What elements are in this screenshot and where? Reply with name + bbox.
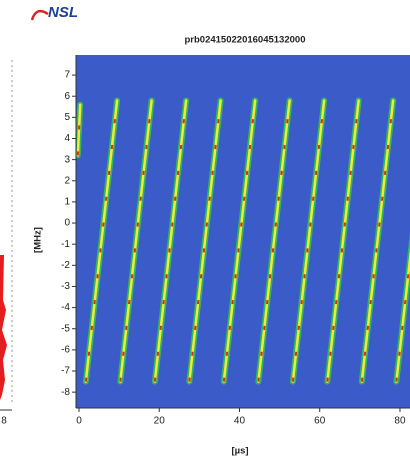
y-tick-label: 1	[64, 197, 70, 208]
y-tick-label: 2	[64, 175, 70, 186]
y-tick-label: -3	[61, 281, 70, 292]
chirp-peak	[257, 100, 291, 382]
logo-swoosh	[30, 9, 49, 21]
logo-text: NSL	[48, 4, 78, 21]
chirp-peak	[119, 100, 153, 382]
panel-trace	[0, 255, 7, 400]
chirp-core	[395, 247, 410, 383]
y-tick-label: 4	[64, 133, 70, 144]
x-tick-label: 80	[394, 416, 406, 427]
y-tick-label: 7	[64, 70, 70, 81]
chirp-peak	[222, 100, 257, 382]
y-tick-label: 5	[64, 112, 70, 123]
chirp-peak	[360, 100, 395, 382]
plot-area	[76, 97, 410, 385]
x-tick-label: 60	[314, 416, 326, 427]
x-tick-label: 40	[234, 416, 246, 427]
chirp-peak	[153, 100, 188, 382]
chirp-peak	[291, 100, 326, 382]
panel-tick-label: 8	[1, 416, 7, 427]
y-tick-label: -2	[61, 260, 70, 271]
logo: NSL	[30, 4, 78, 21]
chirp-peak	[188, 100, 222, 382]
y-tick-label: -8	[61, 387, 70, 398]
chirp-peak	[326, 100, 360, 382]
chirp-core	[76, 103, 82, 157]
chirp-peak	[84, 100, 119, 382]
y-tick-label: 6	[64, 91, 70, 102]
x-tick-label: 20	[154, 416, 166, 427]
y-tick-label: -7	[61, 366, 70, 377]
y-tick-label: -6	[61, 345, 70, 356]
x-axis-label: [µs]	[231, 446, 248, 457]
y-tick-label: -5	[61, 323, 70, 334]
y-axis-label: [MHz]	[33, 227, 44, 253]
x-tick-label: 0	[76, 416, 82, 427]
y-tick-label: 3	[64, 154, 70, 165]
y-tick-label: 0	[64, 218, 70, 229]
left-panel: 8	[0, 60, 13, 427]
y-tick-label: -4	[61, 302, 70, 313]
chart-title: prb02415022016045132000	[185, 35, 306, 46]
y-tick-label: -1	[61, 239, 70, 250]
